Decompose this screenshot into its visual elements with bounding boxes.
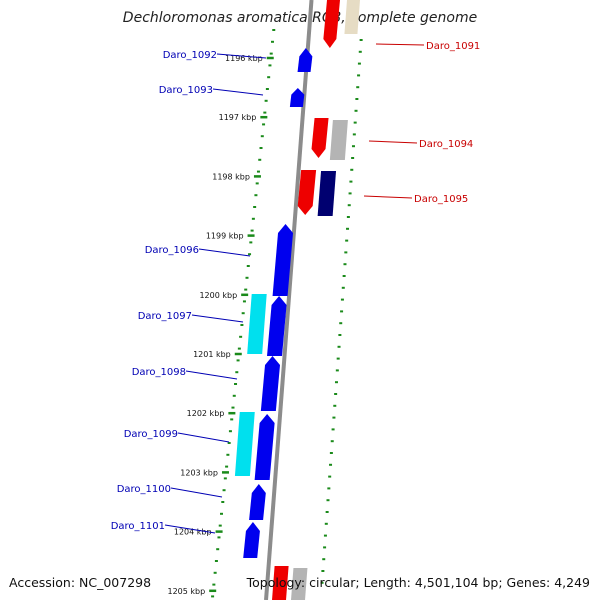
- gene-label-daro-1100: Daro_1100: [117, 484, 171, 495]
- ruler-tick-label: 1203 kbp: [180, 468, 218, 477]
- gene-block-daro-1099-cyan: [234, 412, 255, 476]
- gene-block-bottom-red: [272, 566, 289, 600]
- ruler-tick-label: 1204 kbp: [174, 528, 212, 537]
- gene-label-daro-1095: Daro_1095: [414, 194, 468, 205]
- gene-label-connector: [185, 370, 238, 380]
- gene-arrow-daro-1101: [243, 522, 260, 558]
- accession-text: Accession: NC_007298: [9, 575, 152, 590]
- gene-label-daro-1093: Daro_1093: [159, 85, 213, 96]
- genome-backbone: [264, 0, 314, 600]
- ruler-tick-label: 1201 kbp: [193, 350, 231, 359]
- genome-title: Dechloromonas aromatica RCB, complete ge…: [122, 10, 478, 26]
- gene-arrow-daro-1100: [249, 484, 266, 520]
- gene-label-daro-1094: Daro_1094: [419, 139, 473, 150]
- gene-label-connector: [375, 43, 425, 46]
- gene-arrow-daro-1095: [297, 170, 317, 215]
- gene-block-daro-1097-cyan: [247, 294, 267, 354]
- gene-label-connector: [212, 88, 264, 96]
- genome-summary-text: Topology: circular; Length: 4,501,104 bp…: [246, 575, 590, 590]
- gene-arrow-daro-1093: [289, 88, 305, 107]
- gene-arrow-daro-1091: [323, 0, 340, 48]
- gene-label-connector: [363, 195, 413, 199]
- gene-arrow-daro-1099-blue: [254, 414, 275, 480]
- gene-label-daro-1091: Daro_1091: [426, 41, 480, 52]
- gene-label-connector: [170, 487, 223, 498]
- gene-label-connector: [368, 140, 418, 144]
- gene-label-connector: [177, 432, 230, 443]
- ruler-tick-label: 1198 kbp: [212, 172, 250, 181]
- gene-label-daro-1096: Daro_1096: [145, 245, 199, 256]
- gene-block-daro-1094-grey: [329, 120, 348, 160]
- gene-arrow-daro-1098: [260, 356, 281, 411]
- gene-label-connector: [191, 314, 244, 323]
- gene-label-daro-1099: Daro_1099: [124, 429, 178, 440]
- gene-block-bottom-grey: [291, 568, 308, 600]
- ruler-tick-label: 1196 kbp: [225, 54, 263, 63]
- ruler-tick-label: 1200 kbp: [199, 291, 237, 300]
- gene-label-connector: [164, 524, 216, 534]
- ruler-tick-label: 1205 kbp: [167, 587, 205, 596]
- ruler-tick-label: 1199 kbp: [206, 232, 244, 241]
- gene-label-daro-1097: Daro_1097: [138, 311, 192, 322]
- gene-label-connector: [198, 248, 251, 257]
- gene-block-daro-1095-navy: [317, 171, 337, 216]
- gene-label-daro-1092: Daro_1092: [163, 50, 217, 61]
- gene-block-beige: [344, 0, 360, 34]
- gene-label-connector: [216, 53, 267, 59]
- gene-label-daro-1098: Daro_1098: [132, 367, 186, 378]
- ruler-tick-label: 1202 kbp: [187, 409, 225, 418]
- gene-arrow-daro-1092: [297, 48, 313, 72]
- gene-arrow-daro-1094: [311, 118, 329, 158]
- gene-arrow-daro-1096: [272, 224, 294, 296]
- gene-label-daro-1101: Daro_1101: [111, 521, 165, 532]
- ruler-tick-label: 1197 kbp: [219, 113, 257, 122]
- gene-arrow-daro-1097-blue: [267, 296, 287, 356]
